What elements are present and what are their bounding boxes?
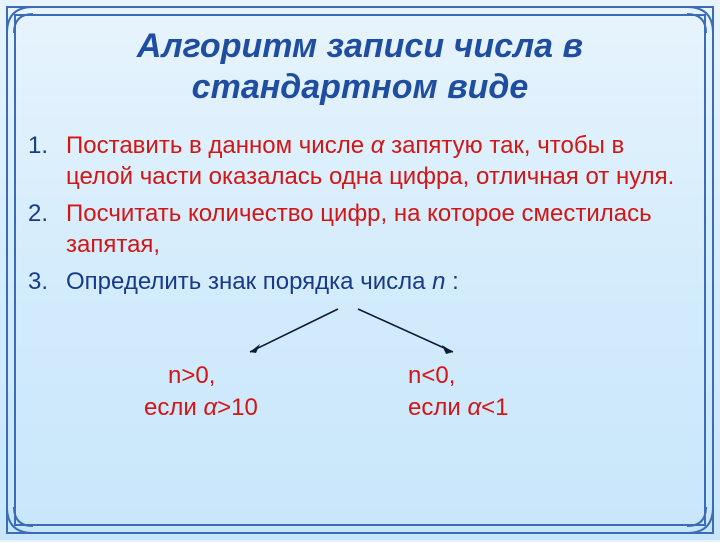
branch-left-condition: если α>10	[144, 392, 408, 424]
text-run: :	[446, 268, 459, 295]
list-item: 3.Определить знак порядка числа n :	[28, 266, 692, 297]
branch-conditions-row: если α>10 если α<1	[28, 392, 692, 424]
list-item-number: 3.	[28, 266, 66, 297]
branch-labels-row: n>0, n<0,	[28, 360, 692, 392]
cond-right-prefix: если	[408, 394, 467, 421]
list-item-number: 2.	[28, 198, 66, 260]
cond-left-suffix: >10	[217, 394, 258, 421]
list-item-text: Определить знак порядка числа n :	[66, 266, 692, 297]
text-run: Поставить в данном числе	[66, 132, 371, 159]
text-run: Определить знак порядка числа	[66, 268, 432, 295]
branch-right-condition: если α<1	[408, 392, 618, 424]
branch-arrows	[28, 304, 692, 360]
content-area: Алгоритм записи числа в стандартном виде…	[28, 22, 692, 518]
list-item-text: Поставить в данном числе α запятую так, …	[66, 130, 692, 192]
cond-left-prefix: если	[144, 394, 203, 421]
text-run: Посчитать количество цифр, на которое см…	[66, 200, 652, 258]
numbered-list: 1.Поставить в данном числе α запятую так…	[28, 130, 692, 298]
list-item: 1.Поставить в данном числе α запятую так…	[28, 130, 692, 192]
branch-left-label: n>0,	[168, 360, 408, 392]
branch-right-label: n<0,	[408, 360, 618, 392]
slide-title: Алгоритм записи числа в стандартном виде	[28, 26, 692, 108]
cond-right-alpha: α	[467, 394, 481, 421]
text-run: α	[371, 132, 391, 159]
cond-right-suffix: <1	[481, 394, 508, 421]
list-item: 2.Посчитать количество цифр, на которое …	[28, 198, 692, 260]
cond-left-alpha: α	[203, 394, 217, 421]
list-item-number: 1.	[28, 130, 66, 192]
list-item-text: Посчитать количество цифр, на которое см…	[66, 198, 692, 260]
text-run: n	[432, 268, 445, 295]
